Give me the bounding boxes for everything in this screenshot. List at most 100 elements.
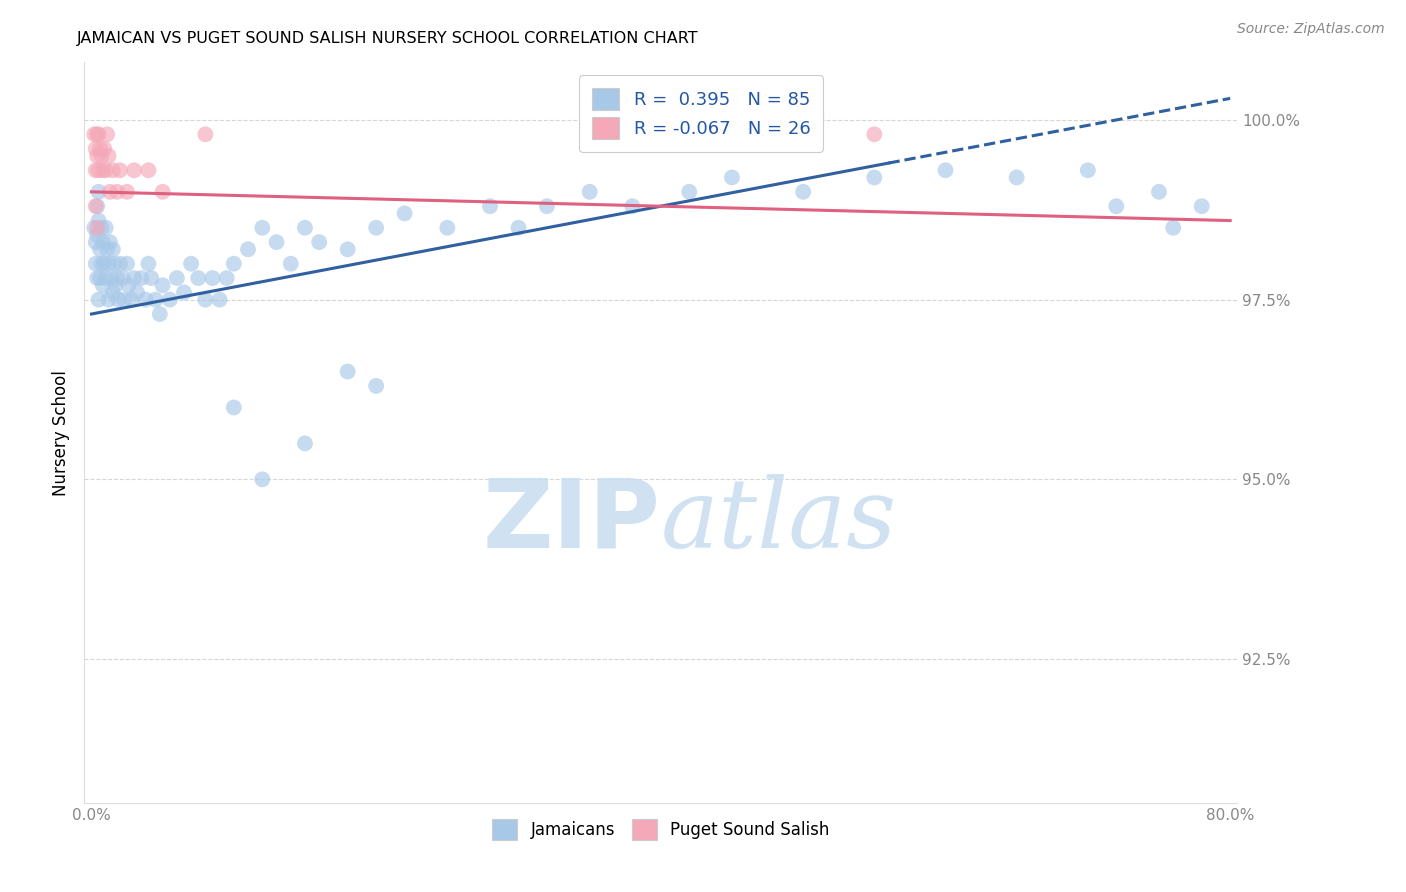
Point <box>934 163 956 178</box>
Point <box>336 365 359 379</box>
Point <box>294 436 316 450</box>
Legend: Jamaicans, Puget Sound Salish: Jamaicans, Puget Sound Salish <box>485 813 837 847</box>
Point <box>90 220 112 235</box>
Point <box>1077 163 1099 178</box>
Point <box>86 199 108 213</box>
Point <box>98 185 121 199</box>
Text: ZIP: ZIP <box>482 475 661 568</box>
Point <box>98 235 121 249</box>
Point <box>87 213 110 227</box>
Point <box>86 271 108 285</box>
Text: Source: ZipAtlas.com: Source: ZipAtlas.com <box>1237 22 1385 37</box>
Point <box>86 220 108 235</box>
Point <box>83 128 105 142</box>
Y-axis label: Nursery School: Nursery School <box>52 369 70 496</box>
Point <box>93 257 115 271</box>
Point <box>90 149 112 163</box>
Point <box>90 257 112 271</box>
Point <box>107 293 129 307</box>
Point <box>280 257 302 271</box>
Point <box>159 293 181 307</box>
Point <box>101 243 124 257</box>
Point <box>1161 220 1184 235</box>
Point <box>294 220 316 235</box>
Point <box>145 293 167 307</box>
Point <box>100 271 122 285</box>
Point <box>83 220 105 235</box>
Point <box>91 163 114 178</box>
Point <box>222 257 245 271</box>
Point <box>103 257 125 271</box>
Point <box>436 220 458 235</box>
Point <box>97 293 120 307</box>
Point <box>479 199 502 213</box>
Point <box>508 220 530 235</box>
Point <box>84 163 107 178</box>
Point <box>86 227 108 242</box>
Point <box>1147 185 1170 199</box>
Point <box>105 185 128 199</box>
Point <box>366 220 388 235</box>
Point <box>84 235 107 249</box>
Point <box>863 170 886 185</box>
Point <box>108 257 131 271</box>
Point <box>138 257 160 271</box>
Point <box>536 199 558 213</box>
Point <box>152 185 174 199</box>
Point <box>87 163 110 178</box>
Point <box>96 243 118 257</box>
Point <box>125 285 148 300</box>
Point <box>94 271 117 285</box>
Point <box>91 235 114 249</box>
Point <box>621 199 644 213</box>
Point <box>101 163 124 178</box>
Point <box>208 293 231 307</box>
Point <box>141 271 163 285</box>
Point <box>252 472 274 486</box>
Point <box>194 128 217 142</box>
Text: JAMAICAN VS PUGET SOUND SALISH NURSERY SCHOOL CORRELATION CHART: JAMAICAN VS PUGET SOUND SALISH NURSERY S… <box>77 31 699 46</box>
Point <box>394 206 416 220</box>
Point <box>97 149 120 163</box>
Point <box>97 257 120 271</box>
Point <box>1191 199 1213 213</box>
Point <box>149 307 172 321</box>
Point <box>94 163 117 178</box>
Point <box>89 243 111 257</box>
Point <box>101 285 124 300</box>
Point <box>112 293 135 307</box>
Point <box>792 185 814 199</box>
Point <box>135 293 157 307</box>
Point <box>578 185 600 199</box>
Point <box>87 293 110 307</box>
Point <box>86 128 108 142</box>
Point <box>166 271 188 285</box>
Point <box>115 257 138 271</box>
Point <box>115 185 138 199</box>
Point <box>104 278 127 293</box>
Point <box>678 185 700 199</box>
Point <box>89 271 111 285</box>
Point <box>236 243 259 257</box>
Point <box>86 149 108 163</box>
Point <box>222 401 245 415</box>
Point <box>84 199 107 213</box>
Point <box>87 185 110 199</box>
Point <box>89 142 111 156</box>
Point <box>117 278 139 293</box>
Point <box>266 235 288 249</box>
Point <box>1005 170 1028 185</box>
Point <box>201 271 224 285</box>
Point <box>87 128 110 142</box>
Text: atlas: atlas <box>661 475 897 568</box>
Point <box>863 128 886 142</box>
Point <box>91 278 114 293</box>
Point <box>173 285 195 300</box>
Point <box>108 163 131 178</box>
Point <box>336 243 359 257</box>
Point <box>366 379 388 393</box>
Point <box>120 293 142 307</box>
Point <box>129 271 152 285</box>
Point <box>96 128 118 142</box>
Point <box>180 257 202 271</box>
